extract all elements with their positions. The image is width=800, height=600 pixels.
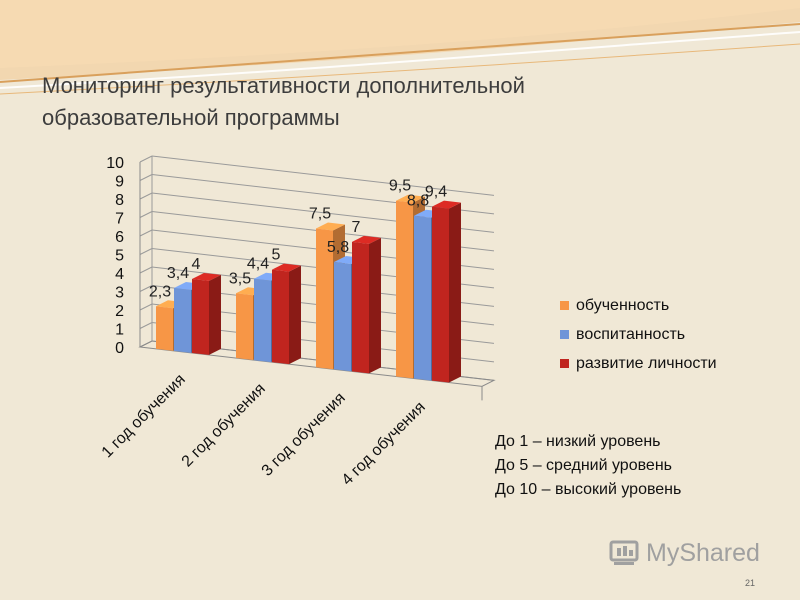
watermark-text: MyShared <box>646 539 760 567</box>
data-label: 9,4 <box>425 184 447 201</box>
x-tick-label: 4 год обучения <box>339 399 429 489</box>
legend-label: обученность <box>576 297 669 314</box>
data-label: 5 <box>272 247 281 264</box>
data-label: 2,3 <box>149 283 171 300</box>
level-notes: До 1 – низкий уровень До 5 – средний уро… <box>495 430 681 502</box>
bar-воспитанность <box>414 215 431 381</box>
data-label: 5,8 <box>327 239 349 256</box>
gridline-side <box>139 266 153 274</box>
bar-side <box>449 202 461 383</box>
legend-swatch <box>560 359 569 368</box>
gridline-side <box>139 229 153 237</box>
bar-top <box>316 222 345 231</box>
data-label: 7 <box>352 219 361 236</box>
bar-развитие-личности <box>192 278 209 355</box>
page-number: 21 <box>745 578 756 588</box>
gridline-side <box>139 285 153 292</box>
bar-side <box>209 274 221 355</box>
bar-side <box>369 237 381 374</box>
data-label: 7,5 <box>309 205 331 222</box>
gridline-side <box>139 155 153 163</box>
slide-decoration <box>0 0 800 95</box>
y-tick-label: 0 <box>115 340 124 357</box>
bar-воспитанность <box>174 288 191 353</box>
bar-воспитанность <box>334 262 351 372</box>
bar-side <box>289 265 301 365</box>
bar-top <box>396 194 425 203</box>
bar-top <box>272 263 301 272</box>
legend-swatch <box>560 301 569 310</box>
data-label: 4 <box>192 256 201 273</box>
myshared-logo-icon <box>609 540 639 565</box>
y-tick-label: 2 <box>115 303 124 320</box>
gridline-side <box>139 303 153 311</box>
title-line-1: Мониторинг результативности дополнительн… <box>42 73 525 98</box>
data-label: 4,4 <box>247 256 269 273</box>
y-tick-label: 6 <box>115 229 124 246</box>
bar-развитие-личности <box>352 241 369 374</box>
y-tick-label: 7 <box>115 211 124 228</box>
bar-top <box>352 235 381 244</box>
y-tick-label: 8 <box>115 192 124 209</box>
note-medium-level: До 5 – средний уровень <box>495 457 672 474</box>
bar-развитие-личности <box>272 269 289 365</box>
y-tick-label: 1 <box>115 322 124 339</box>
data-label: 3,5 <box>229 270 251 287</box>
slide-title: Мониторинг результативности дополнительн… <box>42 70 742 134</box>
bar-обученность <box>236 293 253 360</box>
title-line-2: образовательной программы <box>42 105 340 130</box>
y-tick-label: 4 <box>115 266 124 283</box>
note-high-level: До 10 – высокий уровень <box>495 481 682 498</box>
x-tick-label: 1 год обучения <box>99 371 189 461</box>
bar-обученность <box>156 306 173 351</box>
bar-обученность <box>396 200 413 379</box>
gridline-side <box>139 248 153 255</box>
legend-label: воспитанность <box>576 326 685 343</box>
bar-top <box>192 272 221 281</box>
legend-label: развитие личности <box>576 355 717 372</box>
y-tick-label: 3 <box>115 285 124 302</box>
data-label: 8,8 <box>407 193 429 210</box>
gridline <box>151 155 495 196</box>
bar-развитие-личности <box>432 206 449 383</box>
x-tick-label: 2 год обучения <box>179 380 269 470</box>
y-tick-label: 10 <box>106 155 124 172</box>
bar-top <box>432 200 461 209</box>
y-tick-label: 9 <box>115 174 124 191</box>
gridline-side <box>139 211 153 218</box>
gridline-side <box>139 322 153 329</box>
gridline-side <box>139 174 153 181</box>
bar-обученность <box>316 228 333 370</box>
note-low-level: До 1 – низкий уровень <box>495 433 661 450</box>
data-label: 3,4 <box>167 265 189 282</box>
floor <box>138 340 496 387</box>
data-label: 9,5 <box>389 178 411 195</box>
bar-воспитанность <box>254 278 271 363</box>
gridline-side <box>139 192 153 200</box>
legend-swatch <box>560 330 569 339</box>
y-tick-label: 5 <box>115 248 124 265</box>
x-tick-label: 3 год обучения <box>259 389 349 479</box>
